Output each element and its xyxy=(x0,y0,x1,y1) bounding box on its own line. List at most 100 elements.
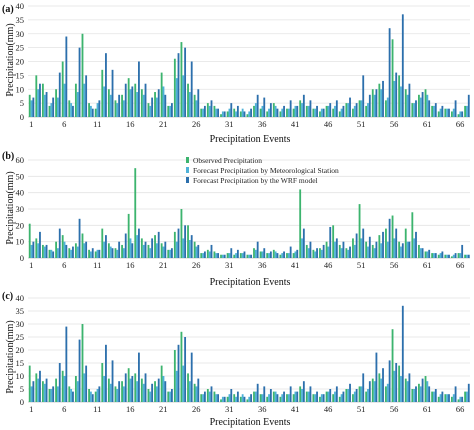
bar-meteorological xyxy=(228,108,231,117)
bar-observed xyxy=(398,365,401,402)
bar-meteorological xyxy=(90,391,92,402)
x-tick-label: 36 xyxy=(258,260,267,270)
x-tick-label: 46 xyxy=(324,404,333,414)
bar-meteorological xyxy=(268,253,270,258)
bar-observed xyxy=(180,42,183,117)
x-axis-label: Precipitation Events xyxy=(210,277,291,288)
bar-observed xyxy=(239,396,242,402)
bar-observed xyxy=(292,108,295,117)
legend-swatch-observed xyxy=(186,157,189,163)
x-tick-label: 56 xyxy=(390,260,399,270)
bar-meteorological xyxy=(155,386,158,402)
x-tick-label: 1 xyxy=(29,404,33,414)
bar-wrf xyxy=(441,105,444,117)
bar-wrf xyxy=(461,396,464,402)
bar-meteorological xyxy=(76,381,79,402)
x-tick-label: 26 xyxy=(192,404,201,414)
bar-meteorological xyxy=(122,386,125,402)
bar-wrf xyxy=(223,254,226,258)
bar-wrf xyxy=(269,389,272,402)
bar-observed xyxy=(259,251,262,258)
bar-observed xyxy=(200,253,203,258)
bar-observed xyxy=(167,391,170,402)
bar-wrf xyxy=(467,254,470,258)
bar-wrf xyxy=(362,373,365,402)
bar-wrf xyxy=(65,36,68,117)
bar-wrf xyxy=(58,72,61,117)
y-tick-label: 0 xyxy=(20,397,24,407)
bar-observed xyxy=(173,58,176,117)
bar-wrf xyxy=(322,108,325,117)
bar-observed xyxy=(140,378,143,402)
bar-wrf xyxy=(250,394,252,402)
bar-meteorological xyxy=(466,105,468,117)
bar-wrf xyxy=(415,386,417,402)
bar-meteorological xyxy=(129,238,132,258)
bar-wrf xyxy=(263,97,266,117)
bar-observed xyxy=(68,386,71,402)
bar-observed xyxy=(305,105,308,117)
bar-wrf xyxy=(421,248,424,258)
bar-meteorological xyxy=(439,253,442,258)
x-tick-label: 51 xyxy=(357,260,366,270)
bar-observed xyxy=(266,111,269,117)
bar-meteorological xyxy=(287,253,290,258)
bar-meteorological xyxy=(129,89,132,117)
bar-observed xyxy=(134,373,137,402)
bar-meteorological xyxy=(136,381,139,402)
bar-observed xyxy=(140,238,143,258)
bar-wrf xyxy=(91,248,94,258)
bar-meteorological xyxy=(57,97,59,117)
bar-meteorological xyxy=(116,249,119,258)
bar-observed xyxy=(404,228,407,258)
bar-meteorological xyxy=(452,108,455,117)
bar-meteorological xyxy=(63,376,66,402)
bar-observed xyxy=(147,389,150,402)
y-axis-label: Precipitation(mm) xyxy=(5,23,16,96)
bar-observed xyxy=(345,389,348,402)
bar-observed xyxy=(444,254,447,258)
bar-meteorological xyxy=(136,235,139,258)
bar-wrf xyxy=(322,244,325,258)
bar-meteorological xyxy=(182,75,185,118)
bar-observed xyxy=(411,389,414,402)
bar-observed xyxy=(338,396,341,402)
bar-observed xyxy=(437,111,440,117)
bar-meteorological xyxy=(142,383,145,402)
bar-wrf xyxy=(283,251,285,258)
bar-wrf xyxy=(335,100,338,117)
bar-wrf xyxy=(210,244,213,258)
bar-observed xyxy=(253,248,255,258)
bar-observed xyxy=(48,389,51,402)
bar-wrf xyxy=(118,94,121,117)
bar-observed xyxy=(332,394,335,402)
bar-meteorological xyxy=(426,251,429,258)
bar-observed xyxy=(253,391,255,402)
bar-meteorological xyxy=(169,105,171,117)
x-tick-label: 16 xyxy=(126,404,135,414)
bar-meteorological xyxy=(149,391,152,402)
bar-meteorological xyxy=(208,105,211,117)
bar-observed xyxy=(200,394,203,402)
bar-observed xyxy=(358,100,361,117)
bar-observed xyxy=(167,249,170,258)
bar-observed xyxy=(371,89,374,117)
bar-observed xyxy=(28,223,31,258)
bar-meteorological xyxy=(63,241,66,258)
bar-wrf xyxy=(164,241,167,258)
bar-observed xyxy=(187,373,189,402)
bar-meteorological xyxy=(50,249,53,258)
bar-wrf xyxy=(98,386,101,402)
bar-meteorological xyxy=(334,391,336,402)
bar-meteorological xyxy=(439,108,442,117)
bar-wrf xyxy=(210,386,213,402)
bar-observed xyxy=(213,105,216,117)
bar-wrf xyxy=(223,396,226,402)
bar-observed xyxy=(246,114,249,117)
bar-observed xyxy=(114,386,117,402)
bar-observed xyxy=(385,386,387,402)
bar-meteorological xyxy=(360,386,363,402)
bar-observed xyxy=(338,111,341,117)
bar-meteorological xyxy=(96,249,99,258)
bar-observed xyxy=(299,189,302,258)
